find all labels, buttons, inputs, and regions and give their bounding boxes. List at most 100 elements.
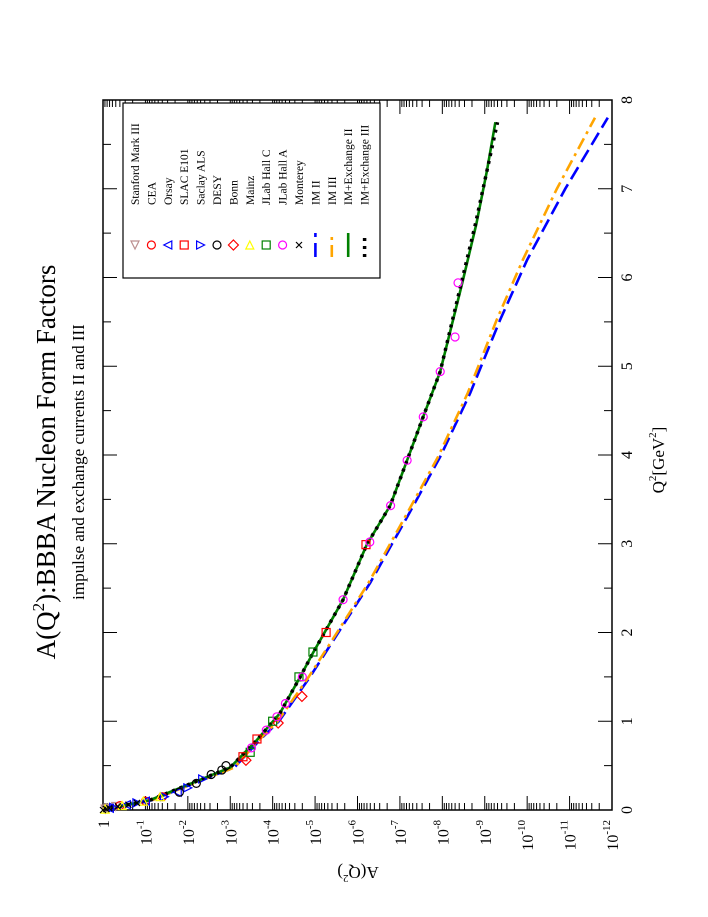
legend-item-orsay: Orsay [162, 177, 175, 250]
legend-label: CEA [146, 181, 158, 205]
data-point-jlab-hall-a [280, 698, 290, 709]
data-point-jlab-hall-c [308, 647, 318, 657]
data-point-jlab-hall-a [418, 412, 428, 422]
y-tick-base: 10 [351, 829, 368, 845]
y-tick-base: 10 [520, 835, 537, 851]
legend-label: Mainz [245, 176, 257, 205]
data-point-jlab-hall-a [402, 455, 412, 465]
legend-marker [146, 240, 156, 250]
x-tick-label: 1 [619, 717, 636, 725]
data-point-jlab-hall-a [246, 743, 257, 753]
data-point-orsay [171, 787, 182, 798]
y-tick-base: 10 [223, 829, 240, 845]
y-tick-label: 10-5 [304, 820, 325, 846]
x-tick-label: 8 [619, 96, 636, 104]
y-tick-label: 10-1 [134, 820, 155, 845]
legend-item-cea: CEA [146, 181, 158, 250]
legend-item-im-exchange-iii: IM+Exchange III [360, 125, 372, 257]
y-tick-exponent: -7 [389, 820, 401, 830]
legend-item-jlab-hall-c: JLab Hall C [261, 149, 273, 250]
data-point-jlab-hall-a [338, 595, 348, 605]
legend-marker [130, 240, 140, 251]
legend-label: Saclay ALS [196, 150, 208, 205]
y-tick-base: 10 [478, 829, 495, 845]
legend-label: SLAC E101 [179, 148, 191, 205]
legend-marker [244, 239, 255, 250]
legend-item-bonn: Bonn [227, 180, 240, 251]
chart-subtitle: impulse and exchange currents II and III [69, 324, 88, 600]
x-axis-label: Q2[GeV2] [647, 427, 668, 494]
legend-item-mainz: Mainz [244, 176, 257, 250]
data-point-desy [206, 769, 216, 780]
y-tick-exponent: -8 [431, 820, 443, 830]
x-tick-label: 3 [619, 540, 636, 548]
legend-label: JLab Hall C [261, 149, 273, 205]
y-tick-base: 1 [96, 820, 113, 828]
data-point-mainz [138, 795, 149, 806]
y-tick-base: 10 [563, 834, 580, 850]
legend-marker [196, 240, 206, 250]
y-tick-base: 10 [308, 829, 325, 845]
legend-label: JLab Hall A [278, 149, 290, 205]
legend-item-saclay-als: Saclay ALS [196, 150, 208, 250]
data-point-saclay-als [132, 797, 143, 808]
y-tick-label: 10-7 [389, 820, 410, 846]
y-tick-label: 10-3 [219, 820, 240, 846]
y-tick-exponent: -12 [601, 820, 613, 835]
x-tick-label: 5 [619, 362, 636, 370]
y-tick-label: 10-2 [177, 820, 198, 845]
y-tick-exponent: -2 [177, 820, 189, 829]
legend-label: IM+Exchange II [343, 128, 355, 205]
legend-marker [227, 239, 240, 251]
data-point-saclay-als [159, 791, 170, 802]
legend-label: DESY [212, 174, 224, 205]
y-tick-label: 10-10 [516, 820, 537, 851]
y-axis-label: A(Q2) [337, 863, 378, 884]
data-point-slac-e101 [252, 734, 262, 744]
x-tick-label: 2 [619, 629, 636, 637]
legend-label: Monterey [294, 160, 306, 205]
data-point-jlab-hall-a [297, 672, 307, 682]
data-point-orsay [140, 796, 151, 807]
legend-label: IM II [310, 180, 322, 205]
legend-item-jlab-hall-a: JLab Hall A [278, 149, 290, 250]
legend-marker [261, 240, 271, 250]
chart-title: A(Q2):BBBA Nucleon Form Factors [29, 265, 61, 660]
y-tick-label: 10-11 [559, 820, 580, 850]
data-point-desy [174, 787, 184, 797]
legend-marker [278, 240, 288, 250]
legend-marker [212, 240, 222, 250]
data-point-saclay-als [198, 773, 209, 784]
series-line-im-iii [102, 117, 597, 812]
y-tick-label: 10-12 [601, 820, 622, 851]
y-tick-exponent: -11 [559, 820, 571, 834]
data-point-monterey [105, 804, 113, 812]
legend-label: IM+Exchange III [360, 125, 372, 205]
legend-item-slac-e101: SLAC E101 [179, 148, 191, 250]
y-tick-exponent: -4 [262, 820, 274, 830]
y-tick-base: 10 [605, 835, 622, 851]
y-tick-exponent: -9 [474, 820, 486, 830]
data-point-monterey [133, 799, 141, 807]
y-tick-base: 10 [266, 829, 283, 845]
legend-item-desy: DESY [212, 174, 224, 250]
y-tick-exponent: -10 [516, 820, 528, 835]
data-point-jlab-hall-a [450, 332, 460, 342]
legend-label: Stanford Mark III [130, 123, 142, 205]
data-point-jlab-hall-a [365, 537, 375, 547]
data-point-jlab-hall-a [272, 712, 282, 722]
y-tick-base: 10 [138, 829, 155, 845]
x-tick-label: 4 [619, 451, 636, 459]
x-tick-label: 0 [619, 806, 636, 814]
legend-marker [179, 240, 189, 250]
data-point-desy [191, 778, 201, 788]
data-point-saclay-als [183, 782, 194, 793]
legend-label: IM III [327, 176, 339, 205]
legend-marker [295, 241, 303, 249]
legend-item-im-iii: IM III [327, 176, 339, 257]
data-point-slac-e101 [321, 627, 331, 638]
legend-item-im-ii: IM II [310, 180, 322, 257]
y-tick-label: 10-6 [347, 820, 368, 846]
y-tick-exponent: -6 [347, 820, 359, 830]
